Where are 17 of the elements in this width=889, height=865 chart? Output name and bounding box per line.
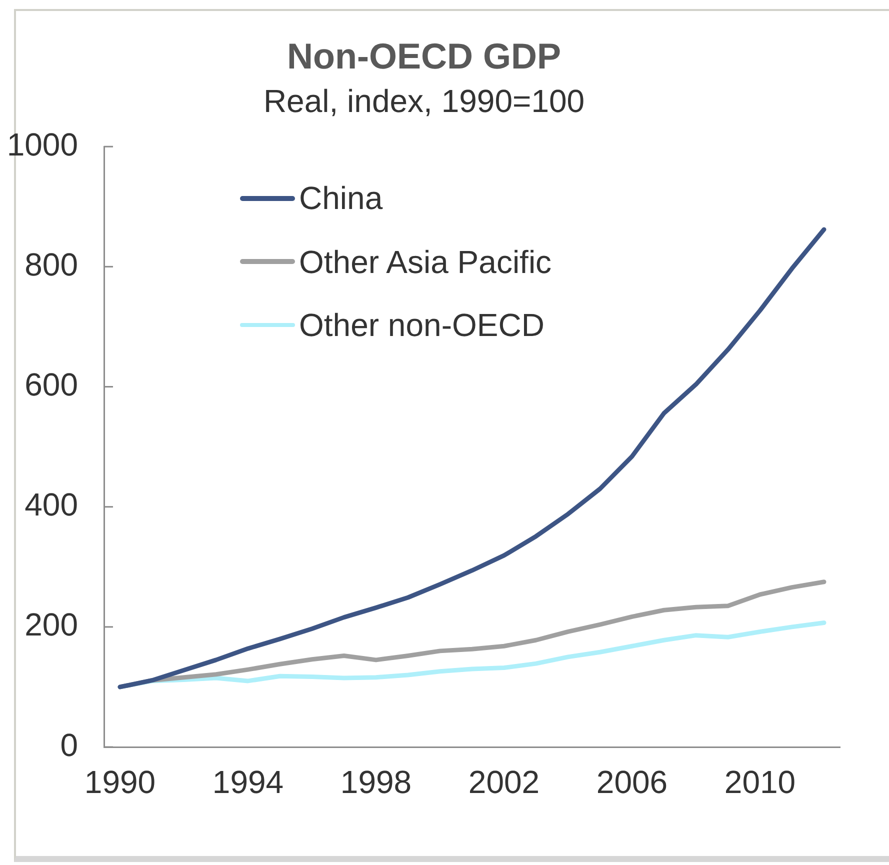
x-tick-label: 1990 bbox=[84, 764, 156, 800]
y-tick-label: 600 bbox=[24, 366, 78, 403]
chart-title: Non-OECD GDP bbox=[287, 36, 561, 77]
legend-label: Other Asia Pacific bbox=[299, 244, 552, 280]
x-tick-label: 2002 bbox=[468, 764, 540, 800]
y-tick-label: 800 bbox=[24, 246, 78, 283]
x-tick-label: 2006 bbox=[596, 764, 668, 800]
x-tick-label: 1998 bbox=[340, 764, 412, 800]
y-tick-label: 400 bbox=[24, 486, 78, 523]
x-tick-label: 1994 bbox=[212, 764, 284, 800]
x-tick-label: 2010 bbox=[724, 764, 796, 800]
y-tick-label: 1000 bbox=[6, 126, 78, 162]
legend-label: Other non-OECD bbox=[299, 307, 544, 344]
y-tick-label: 0 bbox=[60, 726, 78, 763]
chart-subtitle: Real, index, 1990=100 bbox=[263, 83, 585, 120]
legend-label: China bbox=[299, 180, 383, 216]
y-tick-label: 200 bbox=[24, 606, 78, 643]
